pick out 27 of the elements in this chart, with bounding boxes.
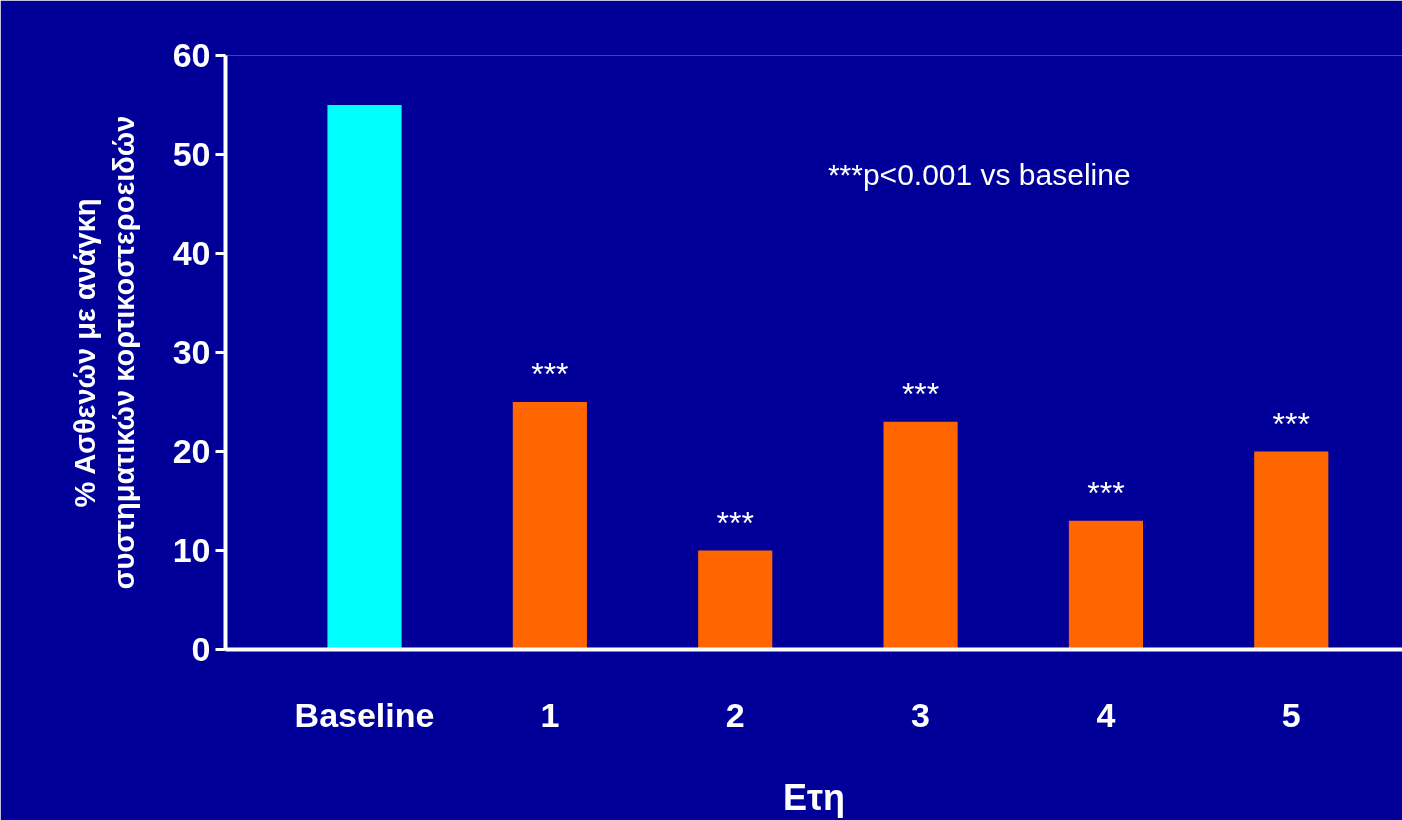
y-tick-label: 30 <box>172 333 211 371</box>
y-tick-label: 20 <box>172 432 211 470</box>
bar <box>1254 451 1329 650</box>
x-tick-label: 1 <box>540 695 560 734</box>
annotation: *** <box>531 356 569 392</box>
annotation: *** <box>901 375 940 412</box>
bar <box>698 550 773 650</box>
bar <box>327 105 402 650</box>
annotation: ***p<0.001 vs baseline <box>827 157 1131 191</box>
x-axis-title: Ετη <box>782 776 846 818</box>
y-axis-title: % Ασθενών με ανάγκη συστηματικών κορτικοστεροειδών <box>69 115 140 590</box>
bar <box>512 402 587 650</box>
bar <box>1068 520 1143 650</box>
y-tick-label: 40 <box>172 234 211 272</box>
x-tick-label: 2 <box>725 695 745 734</box>
annotation: *** <box>1087 474 1125 511</box>
y-tick-label: 60 <box>172 36 211 74</box>
x-tick-label: 3 <box>911 695 931 734</box>
y-tick-label: 0 <box>191 630 211 668</box>
x-tick-label: 5 <box>1281 695 1301 734</box>
bar <box>883 421 958 650</box>
x-tick-label: Baseline <box>294 695 435 734</box>
x-tick-label: 4 <box>1096 695 1116 734</box>
y-tick-label: 50 <box>172 135 211 173</box>
annotation: *** <box>1272 405 1310 442</box>
y-tick-label: 10 <box>172 531 211 569</box>
annotation: *** <box>716 504 754 541</box>
